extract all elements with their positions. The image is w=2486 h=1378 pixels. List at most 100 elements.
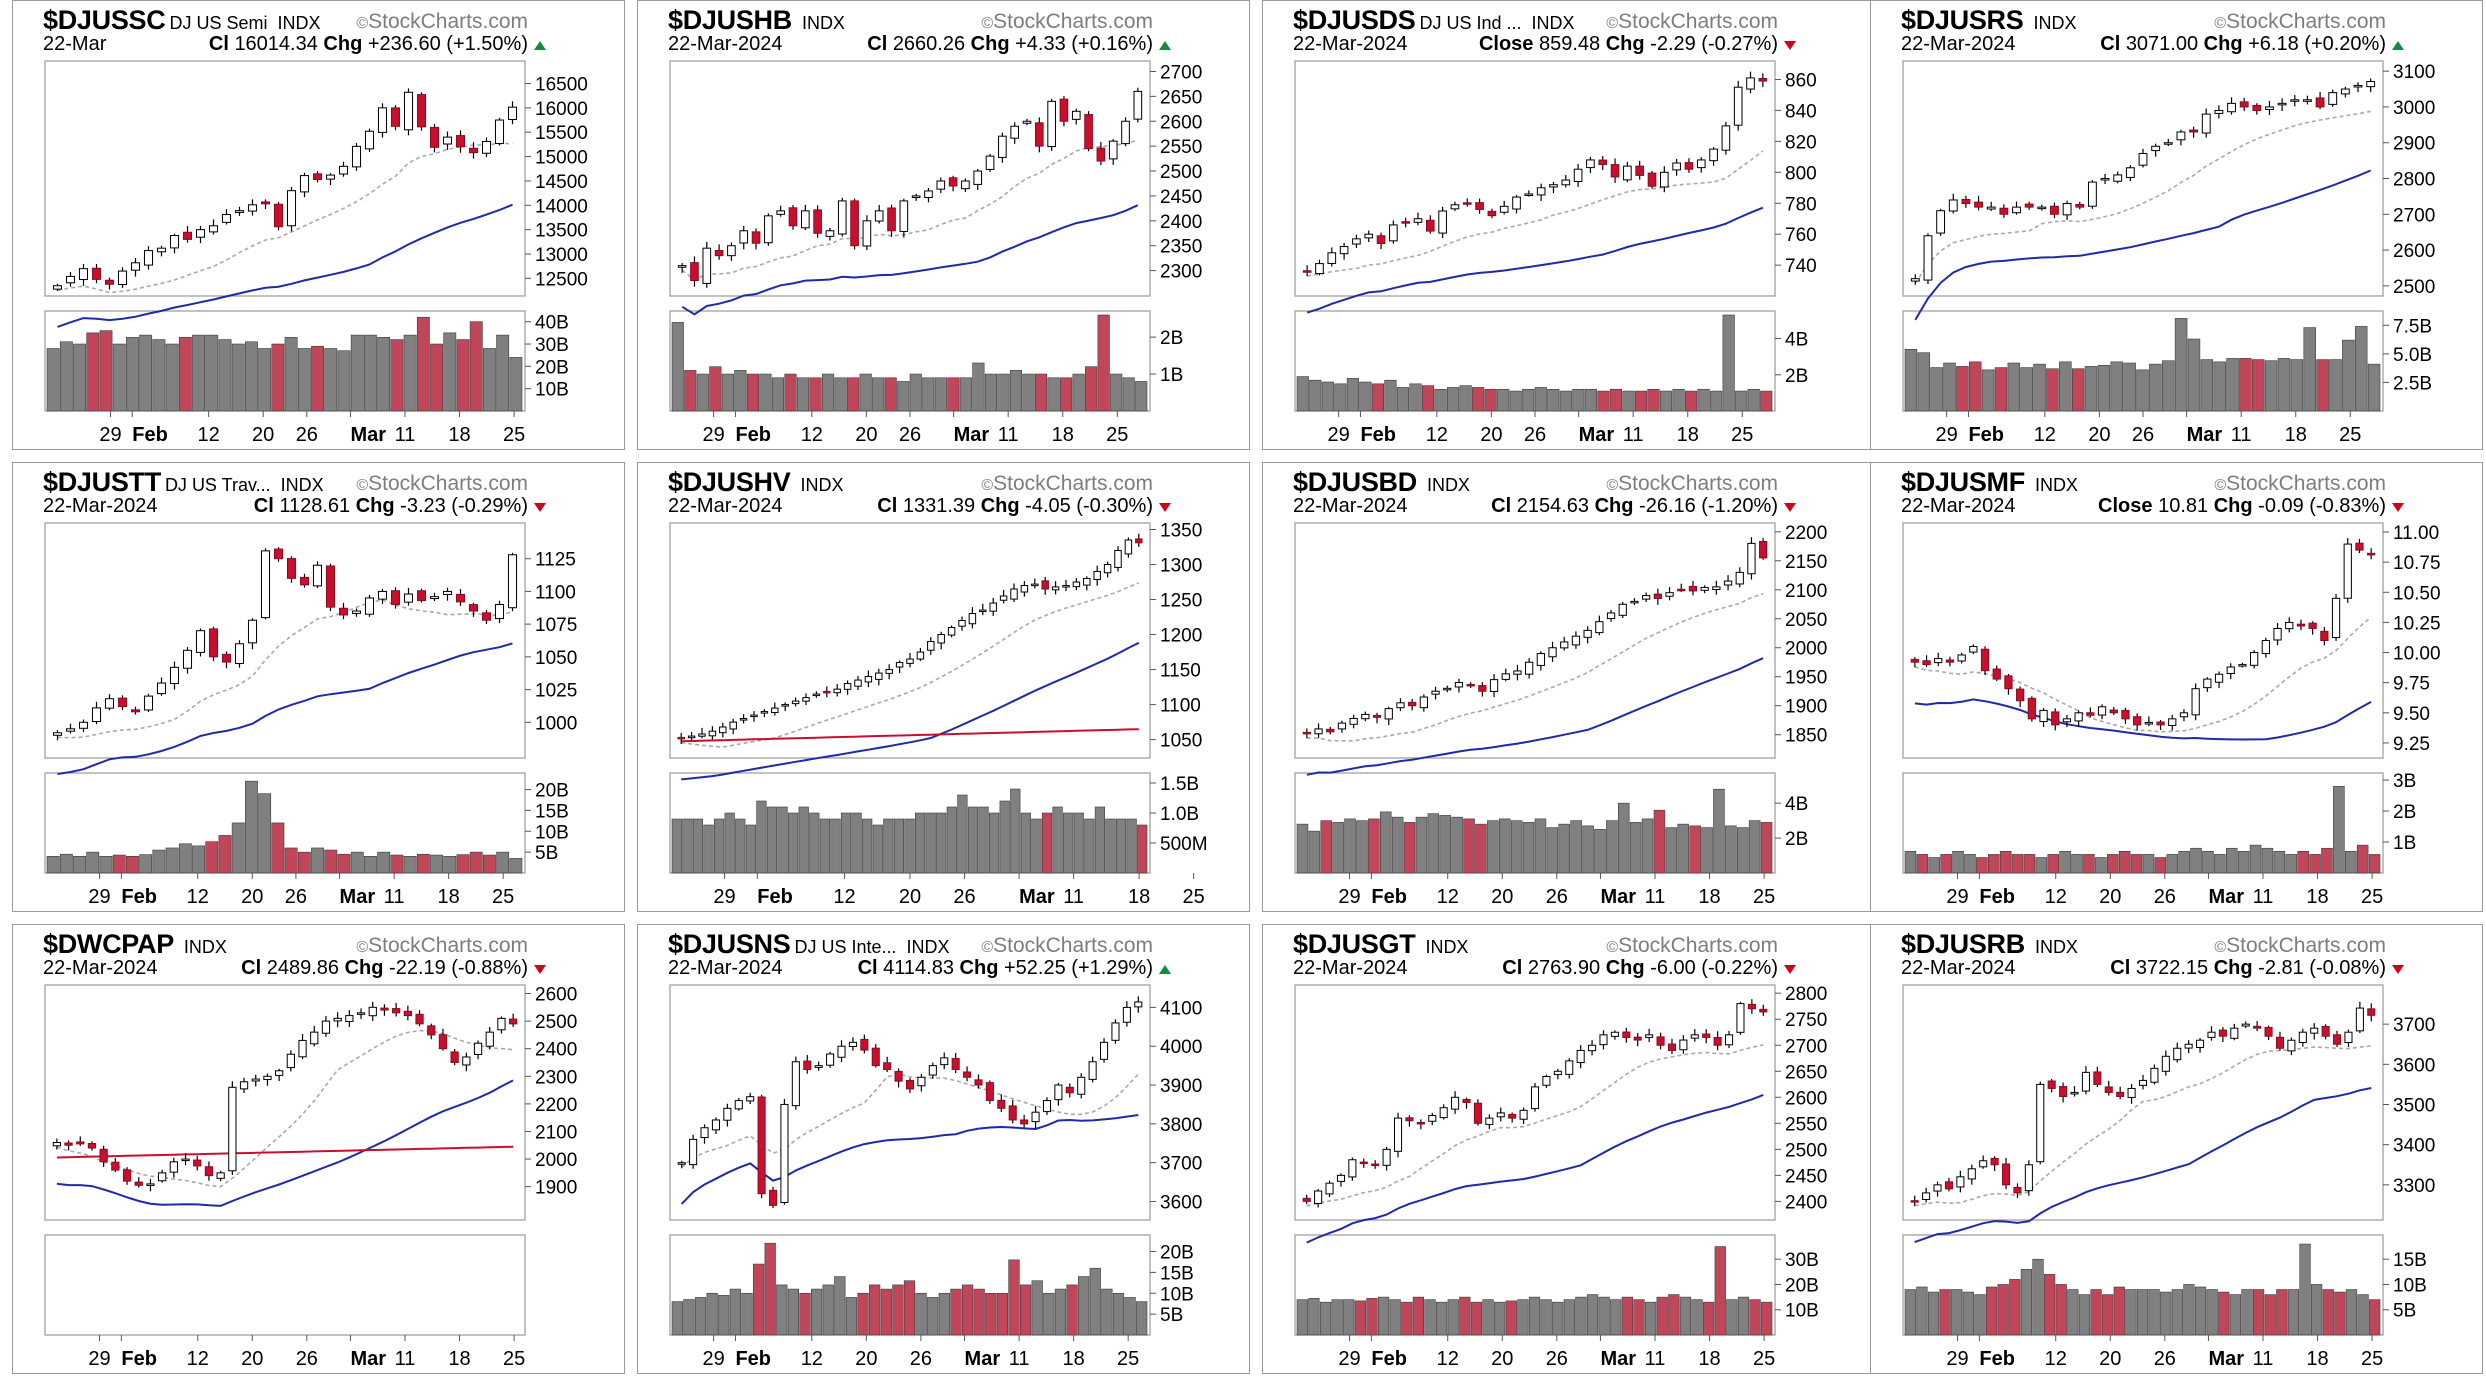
long-moving-average [56, 1145, 514, 1159]
candle [1371, 1163, 1380, 1167]
candle [299, 576, 310, 586]
y-tick-label: 1850 [1785, 726, 1827, 747]
volume-bar [1343, 1299, 1355, 1336]
candle [2087, 181, 2097, 207]
volume-bar [1582, 825, 1594, 874]
y-tick-label: 2600 [2393, 241, 2435, 262]
x-tick-label: 26 [2132, 424, 2154, 446]
volume-bar [1644, 1301, 1657, 1336]
candle [1573, 168, 1583, 182]
volume-bar [1575, 1296, 1587, 1336]
volume-bar [927, 1297, 939, 1336]
volume-bar [947, 377, 960, 412]
y-tick-label: 1350 [1160, 521, 1202, 542]
volume-bar [915, 1292, 927, 1336]
candle [310, 1031, 319, 1045]
candle [1093, 571, 1101, 580]
change-label: Chg [980, 495, 1020, 517]
volume-bar [1296, 823, 1309, 874]
candle [1721, 125, 1731, 151]
volume-bar [205, 334, 219, 412]
slow-moving-average [681, 641, 1140, 781]
candle [64, 1142, 73, 1146]
volume-bar [271, 343, 285, 412]
x-tick-label: 25 [1731, 424, 1753, 446]
candle [2156, 721, 2165, 726]
slow-moving-average [1306, 1093, 1764, 1244]
volume-bar [1126, 818, 1137, 874]
change-label: Chg [970, 33, 1010, 55]
volume-bar [1296, 1299, 1308, 1336]
candle [1712, 586, 1721, 591]
candle [1020, 585, 1029, 593]
chart-panel-dwcpap: $DWCPAP INDX ©StockCharts.com 22-Mar-2024 Cl… [12, 924, 625, 1374]
volume-bar [862, 818, 873, 874]
candle [1450, 204, 1460, 210]
price-chart: 3100 3000 2900 2800 2700 2600 2500 7.5B 5.0B 2.5B… [1902, 60, 2435, 446]
x-tick-label: 12 [2034, 424, 2056, 446]
candle [1922, 660, 1931, 666]
candle [2047, 1080, 2056, 1089]
volume-bar [364, 856, 377, 874]
candle [833, 688, 841, 694]
volume-bar [1653, 809, 1666, 874]
close-label: Cl [1502, 957, 1523, 979]
price-chart: 2600 2500 2400 2300 2200 2100 2000 1900 29 Feb 12 2… [44, 984, 577, 1370]
candle [1979, 1160, 1988, 1168]
stockcharts-watermark: ©StockCharts.com [1606, 934, 1778, 958]
volume-bar [99, 856, 113, 874]
volume-tick-label: 15B [2393, 1250, 2427, 1271]
candle [940, 1057, 949, 1066]
candle [2310, 1027, 2319, 1034]
chart-header: $DWCPAP INDX ©StockCharts.com 22-Mar-2024 Cl… [13, 925, 624, 983]
fast-moving-average [1914, 616, 2372, 733]
ticker-symbol-text: $DJUSHB [668, 5, 792, 35]
down-arrow-icon [1159, 503, 1171, 512]
candle [1393, 1117, 1403, 1152]
x-tick-label: 18 [1698, 886, 1720, 908]
candle [2238, 664, 2247, 667]
volume-bar [756, 800, 767, 874]
candle [928, 1065, 937, 1076]
ticker-symbol: $DJUSSC DJ US Semi INDX [43, 5, 320, 36]
candle [848, 1041, 857, 1048]
volume-bar [1475, 823, 1487, 874]
exchange-label: INDX [1531, 13, 1575, 33]
copyright-icon: © [2214, 15, 2227, 32]
change-label: Chg [323, 33, 363, 55]
candle [2179, 712, 2189, 718]
close-value: 10.81 [2158, 495, 2209, 517]
candle [2290, 99, 2300, 102]
candle [333, 1017, 342, 1022]
volume-bar [2033, 363, 2046, 412]
volume-bar [978, 806, 989, 874]
volume-bar [709, 366, 722, 412]
volume-bar [1985, 1286, 1998, 1336]
candle [1599, 1034, 1608, 1046]
fast-moving-average [681, 582, 1140, 748]
candle [481, 140, 492, 154]
candle [1956, 1176, 1965, 1188]
volume-bar [799, 1292, 811, 1336]
x-tick-label: 26 [296, 1348, 318, 1370]
candle [2273, 627, 2282, 641]
volume-bar [1366, 1298, 1378, 1336]
volume-bar [1749, 1299, 1761, 1336]
volume-bar [938, 1292, 950, 1336]
volume-bar [1009, 370, 1023, 412]
volume-bar [364, 334, 377, 412]
volume-bar [139, 854, 153, 874]
candle [771, 707, 779, 714]
volume-bar [1377, 1296, 1390, 1336]
candle [1980, 648, 1990, 672]
volume-bar [1052, 806, 1063, 874]
volume-bar [1308, 1298, 1320, 1336]
volume-bar [2356, 844, 2369, 874]
volume-bar [957, 794, 968, 874]
candle [204, 1166, 214, 1177]
candle [130, 262, 141, 271]
ticker-symbol-text: $DJUSRS [1901, 5, 2024, 35]
volume-bar [390, 339, 404, 412]
y-tick-label: 3900 [1160, 1076, 1202, 1097]
change-value: -2.81 (-0.08%) [2258, 957, 2386, 979]
